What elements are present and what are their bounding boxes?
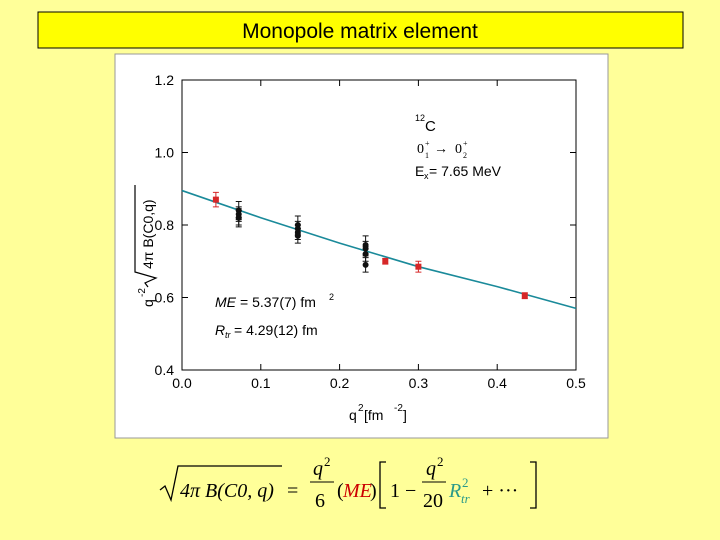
annotation: E	[415, 163, 424, 179]
y-tick-label: 0.4	[155, 362, 175, 378]
annotation: 0	[455, 142, 462, 157]
y-tick-label: 1.2	[155, 72, 175, 88]
annotation: 2	[463, 151, 467, 160]
point	[294, 232, 301, 239]
annotation: ME	[215, 294, 237, 310]
formula-part: 20	[423, 490, 443, 512]
y-tick-label: 0.8	[155, 217, 175, 233]
formula-part: q	[313, 458, 323, 480]
annotation: →	[434, 140, 448, 156]
annotations: 12 C 0 1 + → 0 2 + E x = 7.65 MeV ME = 5…	[215, 113, 502, 340]
point	[382, 258, 389, 265]
x-tick-label: 0.3	[409, 375, 429, 391]
radical	[134, 185, 158, 288]
x-label: q 2 [fm -2 ]	[349, 403, 407, 423]
formula-part: (	[337, 480, 344, 502]
point	[212, 196, 219, 203]
formula: 4π B(C0, q) = q 2 6 ( ME ) 1 − q 2 20 R …	[159, 454, 537, 512]
formula-part: =	[287, 480, 298, 502]
x-label-part: q	[349, 407, 357, 423]
radical	[159, 465, 282, 503]
x-label-part: [fm	[364, 407, 383, 423]
fit-line	[181, 189, 577, 310]
slide-title: Monopole matrix element	[242, 20, 478, 43]
x-label-part: ]	[403, 407, 407, 423]
annotation: 0	[417, 142, 424, 157]
annotation: R	[215, 322, 225, 338]
chart-panel	[114, 53, 609, 439]
x-label-part: -2	[394, 403, 403, 414]
annotation: 2	[329, 292, 334, 302]
x-tick-label: 0.1	[251, 375, 271, 391]
formula-part: 6	[315, 490, 325, 512]
y-label-part: -2	[137, 288, 148, 297]
title-box	[37, 11, 684, 49]
plot: 0.0 0.1 0.2 0.3 0.4 0.5 0.4 0.6 0.8 1.0 1.2	[155, 72, 586, 391]
point	[415, 263, 422, 270]
annotation: = 4.29(12) fm	[234, 322, 318, 338]
formula-part: 2	[462, 475, 469, 490]
formula-part: 1 −	[390, 480, 416, 502]
annotation: C	[425, 118, 436, 135]
y-label-part: q	[140, 299, 156, 307]
bracket	[530, 461, 537, 509]
annotation: 1	[425, 151, 429, 160]
point	[521, 292, 528, 299]
x-tick-label: 0.4	[487, 375, 507, 391]
formula-part: q	[426, 458, 436, 480]
annotation: 12	[415, 113, 425, 123]
formula-part: 2	[324, 454, 331, 469]
formula-part: 4π B(C0, q)	[180, 480, 274, 502]
annotation: = 5.37(7) fm	[240, 294, 316, 310]
x-tick-label: 0.2	[330, 375, 350, 391]
formula-part: + ···	[482, 480, 518, 502]
point	[362, 261, 369, 268]
y-label: q -2 4π B(C0,q)	[134, 185, 158, 307]
annotation: tr	[225, 330, 232, 340]
formula-part: 2	[437, 454, 444, 469]
x-tick-label: 0.0	[172, 375, 192, 391]
y-tick-label: 0.6	[155, 290, 175, 306]
formula-part: ME	[342, 480, 372, 502]
annotation: +	[425, 139, 430, 148]
annotation: = 7.65 MeV	[429, 163, 502, 179]
x-tick-label: 0.5	[566, 375, 586, 391]
x-label-part: 2	[358, 403, 364, 414]
formula-part: tr	[461, 491, 471, 506]
point	[235, 214, 242, 221]
point	[362, 251, 369, 257]
y-label-part: 4π B(C0,q)	[140, 199, 156, 269]
bracket	[379, 461, 386, 509]
y-tick-label: 1.0	[155, 145, 175, 161]
formula-part: R	[448, 480, 461, 502]
annotation: +	[463, 139, 468, 148]
formula-part: )	[370, 480, 377, 502]
annotation: x	[424, 171, 429, 181]
